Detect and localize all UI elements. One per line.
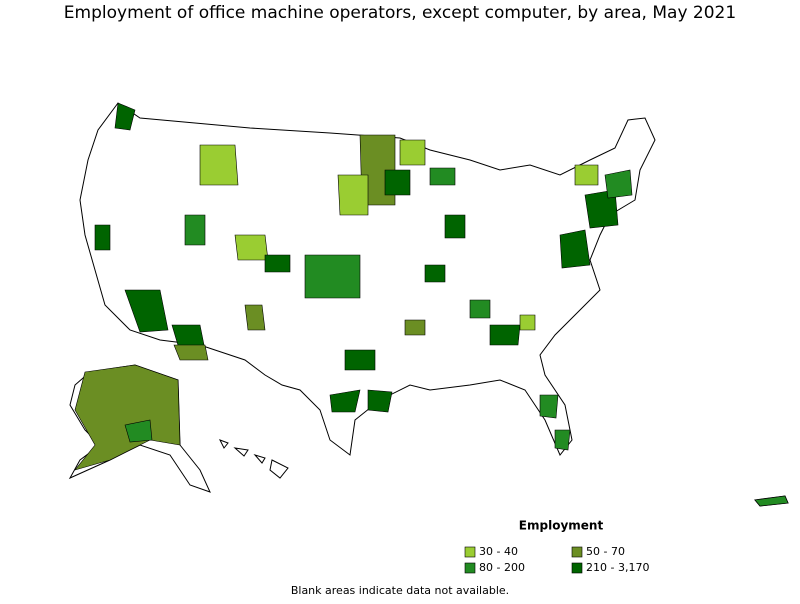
employment-area (244, 304, 266, 331)
employment-area (94, 224, 111, 251)
legend-swatch (464, 562, 476, 574)
employment-area (74, 364, 181, 471)
employment-area (304, 254, 361, 299)
employment-area (399, 139, 426, 166)
legend-swatch (464, 546, 476, 558)
employment-area (444, 214, 466, 239)
employment-area (539, 394, 559, 419)
employment-area (559, 229, 591, 269)
employment-area (184, 214, 206, 246)
employment-area (424, 264, 446, 283)
employment-area (344, 349, 376, 371)
map-title: Employment of office machine operators, … (64, 3, 736, 23)
employment-area (124, 289, 169, 333)
hawaii (218, 439, 289, 479)
map (68, 102, 789, 507)
employment-area (199, 144, 239, 186)
employment-area (554, 429, 571, 451)
employment-area (469, 299, 491, 319)
employment-area (124, 419, 153, 443)
employment-area (404, 319, 426, 336)
employment-area (519, 314, 536, 331)
employment-area (114, 102, 136, 131)
legend-label: 80 - 200 (479, 561, 525, 574)
legend-swatch (571, 562, 583, 574)
employment-area (264, 254, 291, 273)
employment-area (584, 189, 619, 229)
employment-area (574, 164, 599, 186)
employment-area (384, 169, 411, 196)
employment-area (234, 234, 269, 261)
employment-area (173, 344, 209, 361)
footnote: Blank areas indicate data not available. (291, 584, 509, 597)
employment-area (489, 324, 521, 346)
employment-area (604, 169, 633, 199)
employment-area (329, 389, 361, 413)
legend-label: 50 - 70 (586, 545, 625, 558)
employment-area (367, 389, 393, 413)
employment-area (337, 174, 369, 216)
legend-label: 210 - 3,170 (586, 561, 649, 574)
legend-label: 30 - 40 (479, 545, 518, 558)
legend-title: Employment (519, 519, 604, 533)
legend-swatch (571, 546, 583, 558)
legend: Employment 30 - 40 50 - 70 80 - 200 210 - 3… (464, 519, 649, 574)
employment-areas (74, 102, 789, 507)
employment-area (754, 495, 789, 507)
employment-area (429, 167, 456, 186)
